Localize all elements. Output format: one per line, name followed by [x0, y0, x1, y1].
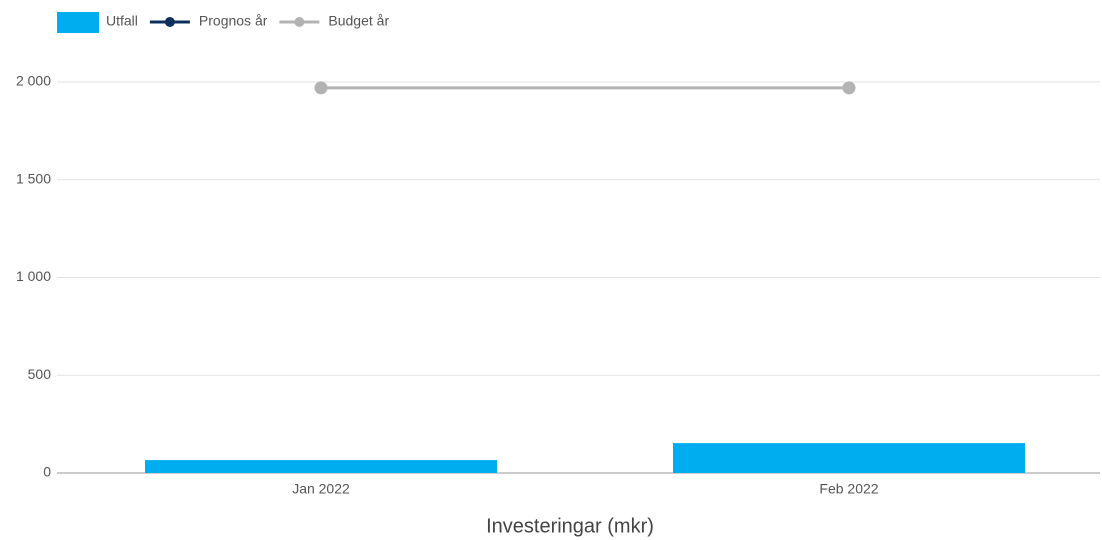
legend-label: Budget år: [328, 13, 389, 29]
bar: [673, 443, 1025, 473]
line-point: [314, 81, 328, 95]
legend-swatch: [164, 17, 175, 27]
x-tick-label: Feb 2022: [819, 481, 878, 497]
y-tick-label: 2 000: [16, 73, 51, 89]
line-point: [842, 81, 856, 95]
legend-label: Prognos år: [199, 13, 268, 29]
x-tick-label: Jan 2022: [292, 481, 350, 497]
legend-swatch: [57, 12, 99, 33]
legend-label: Utfall: [106, 13, 138, 29]
y-tick-label: 500: [28, 366, 52, 382]
x-axis-title: Investeringar (mkr): [486, 515, 654, 537]
legend-swatch: [294, 17, 305, 27]
y-tick-label: 1 500: [16, 170, 51, 186]
bar: [145, 460, 497, 473]
y-tick-label: 1 000: [16, 268, 51, 284]
y-tick-label: 0: [43, 464, 51, 480]
